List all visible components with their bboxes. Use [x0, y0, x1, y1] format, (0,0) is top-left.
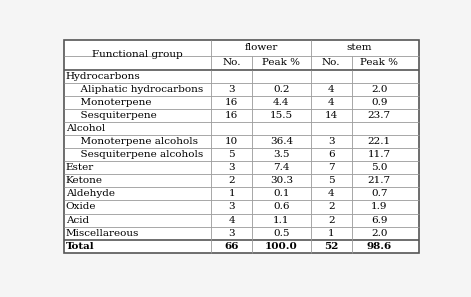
- Text: 14: 14: [325, 111, 338, 120]
- Text: Peak %: Peak %: [360, 58, 398, 67]
- Text: Monoterpene alcohols: Monoterpene alcohols: [73, 137, 198, 146]
- Text: 1.1: 1.1: [273, 216, 290, 225]
- Text: 30.3: 30.3: [270, 176, 293, 185]
- Text: 2.0: 2.0: [371, 229, 388, 238]
- Text: 0.1: 0.1: [273, 189, 290, 198]
- Text: 5.0: 5.0: [371, 163, 388, 172]
- Text: 3: 3: [328, 137, 334, 146]
- Text: 21.7: 21.7: [368, 176, 391, 185]
- Text: 3: 3: [228, 85, 235, 94]
- Text: 4: 4: [328, 98, 334, 107]
- Text: 1: 1: [328, 229, 334, 238]
- Text: 2: 2: [328, 216, 334, 225]
- Text: 100.0: 100.0: [265, 242, 298, 251]
- Text: No.: No.: [222, 58, 241, 67]
- Text: 5: 5: [328, 176, 334, 185]
- Text: 15.5: 15.5: [270, 111, 293, 120]
- Text: 23.7: 23.7: [368, 111, 391, 120]
- Text: Miscellareous: Miscellareous: [66, 229, 139, 238]
- Text: 4.4: 4.4: [273, 98, 290, 107]
- Text: 2: 2: [228, 176, 235, 185]
- Text: 16: 16: [225, 111, 238, 120]
- Text: Aliphatic hydrocarbons: Aliphatic hydrocarbons: [73, 85, 203, 94]
- Text: 36.4: 36.4: [270, 137, 293, 146]
- Text: Peak %: Peak %: [262, 58, 300, 67]
- Text: 16: 16: [225, 98, 238, 107]
- Text: 6: 6: [328, 150, 334, 159]
- Text: 22.1: 22.1: [368, 137, 391, 146]
- Text: 0.7: 0.7: [371, 189, 388, 198]
- Text: Sesquiterpene: Sesquiterpene: [73, 111, 156, 120]
- Text: 2: 2: [328, 203, 334, 211]
- Text: 6.9: 6.9: [371, 216, 388, 225]
- Text: Sesquiterpene alcohols: Sesquiterpene alcohols: [73, 150, 203, 159]
- Text: 0.5: 0.5: [273, 229, 290, 238]
- Text: 1.9: 1.9: [371, 203, 388, 211]
- Text: 3.5: 3.5: [273, 150, 290, 159]
- Text: stem: stem: [346, 43, 372, 53]
- Text: Ketone: Ketone: [66, 176, 103, 185]
- Text: 0.2: 0.2: [273, 85, 290, 94]
- Text: 0.9: 0.9: [371, 98, 388, 107]
- Text: 7.4: 7.4: [273, 163, 290, 172]
- Text: 3: 3: [228, 203, 235, 211]
- Text: 4: 4: [328, 85, 334, 94]
- Text: 52: 52: [324, 242, 338, 251]
- Text: 11.7: 11.7: [368, 150, 391, 159]
- Text: 4: 4: [328, 189, 334, 198]
- Text: Hydrocarbons: Hydrocarbons: [66, 72, 141, 80]
- Text: 0.6: 0.6: [273, 203, 290, 211]
- Text: 2.0: 2.0: [371, 85, 388, 94]
- Text: 98.6: 98.6: [366, 242, 392, 251]
- Text: Monoterpene: Monoterpene: [73, 98, 151, 107]
- Text: flower: flower: [244, 43, 277, 53]
- Text: Aldehyde: Aldehyde: [66, 189, 115, 198]
- Text: Functional group: Functional group: [92, 50, 183, 59]
- Text: 10: 10: [225, 137, 238, 146]
- Text: 7: 7: [328, 163, 334, 172]
- Text: Alcohol: Alcohol: [66, 124, 105, 133]
- Text: 1: 1: [228, 189, 235, 198]
- Text: Acid: Acid: [66, 216, 89, 225]
- Text: Oxide: Oxide: [66, 203, 97, 211]
- Text: 3: 3: [228, 163, 235, 172]
- Text: Total: Total: [66, 242, 95, 251]
- Text: 66: 66: [224, 242, 239, 251]
- Text: 4: 4: [228, 216, 235, 225]
- Text: 3: 3: [228, 229, 235, 238]
- Text: No.: No.: [322, 58, 341, 67]
- Text: 5: 5: [228, 150, 235, 159]
- Text: Ester: Ester: [66, 163, 94, 172]
